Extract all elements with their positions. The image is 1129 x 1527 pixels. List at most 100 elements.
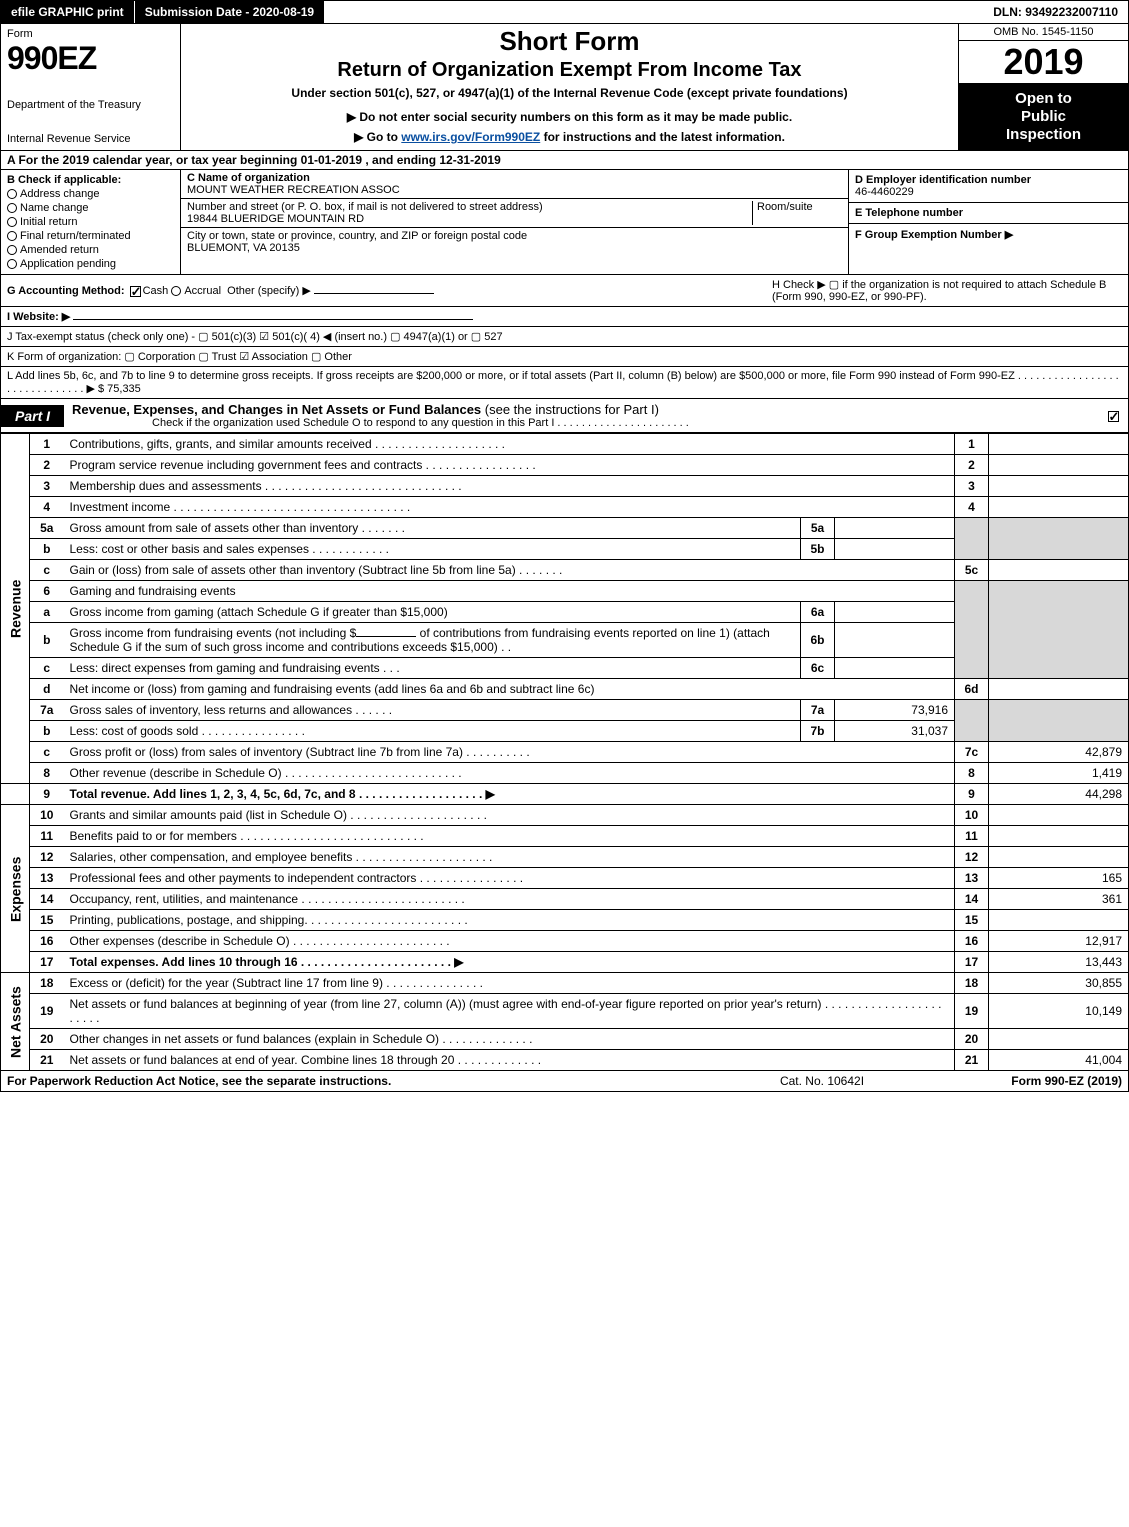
val-17[interactable]: 13,443 <box>989 952 1129 973</box>
desc-11: Benefits paid to or for members . . . . … <box>64 826 955 847</box>
chk-application-pending[interactable]: Application pending <box>7 258 174 270</box>
ln-6c: c <box>30 658 64 679</box>
iv-5a[interactable] <box>835 518 955 539</box>
iv-7a[interactable]: 73,916 <box>835 700 955 721</box>
desc-15: Printing, publications, postage, and shi… <box>64 910 955 931</box>
ln-6b: b <box>30 623 64 658</box>
val-1[interactable] <box>989 434 1129 455</box>
footer-left: For Paperwork Reduction Act Notice, see … <box>7 1074 722 1088</box>
ln-5a: 5a <box>30 518 64 539</box>
irs-link[interactable]: www.irs.gov/Form990EZ <box>401 130 540 144</box>
row-k: K Form of organization: ▢ Corporation ▢ … <box>1 347 1128 367</box>
val-5c[interactable] <box>989 560 1129 581</box>
iv-6a[interactable] <box>835 602 955 623</box>
header-center: Short Form Return of Organization Exempt… <box>181 24 958 150</box>
il-7b: 7b <box>801 721 835 742</box>
street-cell: Number and street (or P. O. box, if mail… <box>181 199 848 228</box>
val-10[interactable] <box>989 805 1129 826</box>
desc-6d: Net income or (loss) from gaming and fun… <box>64 679 955 700</box>
line6b-amount-input[interactable] <box>356 636 416 637</box>
form-word: Form <box>7 28 174 40</box>
val-6d[interactable] <box>989 679 1129 700</box>
desc-10: Grants and similar amounts paid (list in… <box>64 805 955 826</box>
nl-17: 17 <box>955 952 989 973</box>
sections-def: D Employer identification number 46-4460… <box>848 170 1128 274</box>
submission-date-button[interactable]: Submission Date - 2020-08-19 <box>135 1 325 23</box>
row-h: H Check ▶ ▢ if the organization is not r… <box>762 278 1122 303</box>
desc-19: Net assets or fund balances at beginning… <box>64 994 955 1029</box>
val-2[interactable] <box>989 455 1129 476</box>
section-f: F Group Exemption Number ▶ <box>849 224 1128 245</box>
vtab-rev-end <box>1 784 30 805</box>
nl-9: 9 <box>955 784 989 805</box>
ln-15: 15 <box>30 910 64 931</box>
ln-6a: a <box>30 602 64 623</box>
iv-5b[interactable] <box>835 539 955 560</box>
chk-address-change[interactable]: Address change <box>7 188 174 200</box>
val-3[interactable] <box>989 476 1129 497</box>
ln-7b: b <box>30 721 64 742</box>
nl-8: 8 <box>955 763 989 784</box>
nl-6d: 6d <box>955 679 989 700</box>
iv-6b[interactable] <box>835 623 955 658</box>
desc-7c: Gross profit or (loss) from sales of inv… <box>64 742 955 763</box>
il-5b: 5b <box>801 539 835 560</box>
val-20[interactable] <box>989 1029 1129 1050</box>
val-21[interactable]: 41,004 <box>989 1050 1129 1071</box>
desc-5b: Less: cost or other basis and sales expe… <box>64 539 801 560</box>
iv-6c[interactable] <box>835 658 955 679</box>
val-18[interactable]: 30,855 <box>989 973 1129 994</box>
part1-title: Revenue, Expenses, and Changes in Net As… <box>64 399 1098 432</box>
desc-20: Other changes in net assets or fund bala… <box>64 1029 955 1050</box>
street-label: Number and street (or P. O. box, if mail… <box>187 201 543 213</box>
chk-accrual[interactable] <box>171 286 181 296</box>
il-6a: 6a <box>801 602 835 623</box>
val-11[interactable] <box>989 826 1129 847</box>
val-14[interactable]: 361 <box>989 889 1129 910</box>
val-8[interactable]: 1,419 <box>989 763 1129 784</box>
desc-6b: Gross income from fundraising events (no… <box>64 623 801 658</box>
desc-3: Membership dues and assessments . . . . … <box>64 476 955 497</box>
val-16[interactable]: 12,917 <box>989 931 1129 952</box>
instr2-post: for instructions and the latest informat… <box>544 130 785 144</box>
efile-button[interactable]: efile GRAPHIC print <box>1 1 135 23</box>
nl-11: 11 <box>955 826 989 847</box>
val-12[interactable] <box>989 847 1129 868</box>
ln-16: 16 <box>30 931 64 952</box>
inspect-3: Inspection <box>963 126 1124 144</box>
val-9[interactable]: 44,298 <box>989 784 1129 805</box>
nl-14: 14 <box>955 889 989 910</box>
val-15[interactable] <box>989 910 1129 931</box>
val-19[interactable]: 10,149 <box>989 994 1129 1029</box>
val-4[interactable] <box>989 497 1129 518</box>
chk-name-change[interactable]: Name change <box>7 202 174 214</box>
row-j: J Tax-exempt status (check only one) - ▢… <box>1 327 1128 347</box>
nl-15: 15 <box>955 910 989 931</box>
part1-checkbox[interactable] <box>1098 409 1128 423</box>
il-6b: 6b <box>801 623 835 658</box>
chk-amended-return[interactable]: Amended return <box>7 244 174 256</box>
instruction-1: ▶ Do not enter social security numbers o… <box>187 110 952 124</box>
shade-6v <box>989 581 1129 679</box>
ln-1: 1 <box>30 434 64 455</box>
desc-4: Investment income . . . . . . . . . . . … <box>64 497 955 518</box>
val-7c[interactable]: 42,879 <box>989 742 1129 763</box>
title-undersection: Under section 501(c), 527, or 4947(a)(1)… <box>187 86 952 100</box>
row-i-label: I Website: ▶ <box>7 311 70 323</box>
val-13[interactable]: 165 <box>989 868 1129 889</box>
chk-final-return[interactable]: Final return/terminated <box>7 230 174 242</box>
info-grid: B Check if applicable: Address change Na… <box>0 170 1129 275</box>
ein-label: D Employer identification number <box>855 174 1031 186</box>
other-specify-input[interactable] <box>314 293 434 294</box>
footer-right: Form 990-EZ (2019) <box>922 1074 1122 1088</box>
iv-7b[interactable]: 31,037 <box>835 721 955 742</box>
nl-4: 4 <box>955 497 989 518</box>
title-sub: Return of Organization Exempt From Incom… <box>187 59 952 82</box>
top-bar: efile GRAPHIC print Submission Date - 20… <box>0 0 1129 24</box>
website-input[interactable] <box>73 319 473 320</box>
chk-initial-return[interactable]: Initial return <box>7 216 174 228</box>
chk-cash[interactable] <box>130 286 141 297</box>
row-g-label: G Accounting Method: <box>7 285 125 297</box>
row-j-text: J Tax-exempt status (check only one) - ▢… <box>7 330 1122 343</box>
footer-center: Cat. No. 10642I <box>722 1074 922 1088</box>
